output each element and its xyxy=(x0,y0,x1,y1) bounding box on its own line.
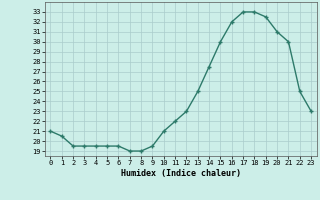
X-axis label: Humidex (Indice chaleur): Humidex (Indice chaleur) xyxy=(121,169,241,178)
